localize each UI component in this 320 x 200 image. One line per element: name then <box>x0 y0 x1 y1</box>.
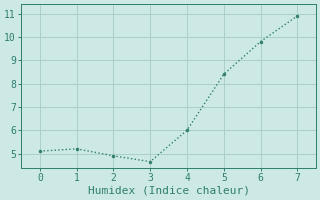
X-axis label: Humidex (Indice chaleur): Humidex (Indice chaleur) <box>88 186 250 196</box>
